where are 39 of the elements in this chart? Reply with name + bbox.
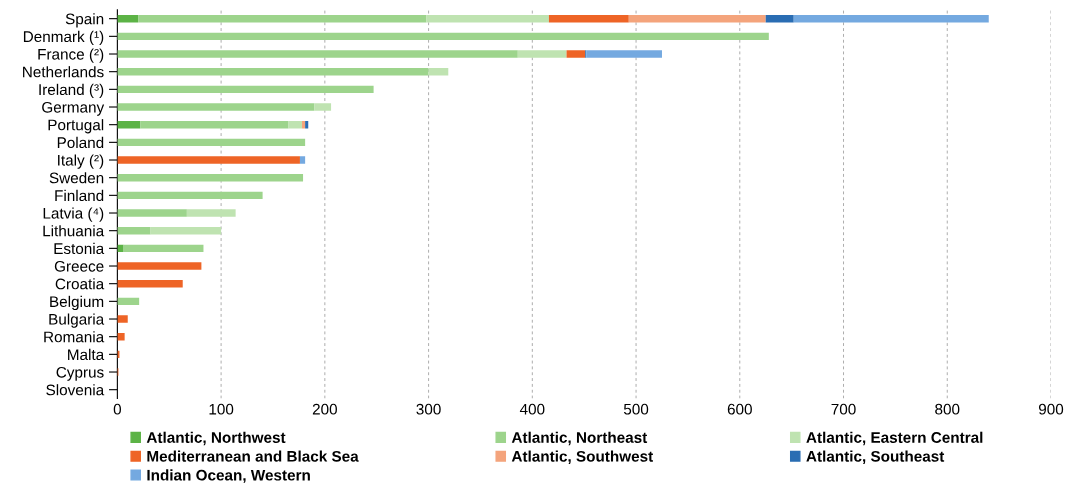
x-tick-label: 900 — [1038, 403, 1064, 415]
x-tick-label: 300 — [416, 403, 441, 415]
y-tick-label: Denmark (¹) — [23, 30, 104, 46]
y-tick-label: France (²) — [38, 48, 104, 63]
x-tick-label: 800 — [935, 403, 960, 415]
legend-label: Atlantic, Northeast — [511, 431, 648, 446]
y-tick-label: Portugal — [48, 119, 104, 134]
legend-label: Atlantic, Eastern Central — [806, 431, 983, 446]
x-tick-label: 200 — [312, 403, 337, 415]
y-tick-label: Greece — [54, 260, 104, 272]
legend-label: Atlantic, Southwest — [511, 450, 653, 464]
y-tick-label: Finland — [55, 189, 104, 202]
y-tick-label: Lithuania — [43, 225, 105, 237]
y-tick-label: Netherlands — [23, 66, 104, 78]
x-tick-label: 0 — [113, 403, 122, 415]
legend-label: Indian Ocean, Western — [147, 469, 310, 483]
x-tick-label: 600 — [727, 403, 752, 415]
y-tick-label: Sweden — [49, 172, 104, 184]
y-tick-label: Poland — [57, 136, 104, 149]
y-tick-label: Belgium — [50, 295, 104, 311]
y-tick-label: Malta — [68, 348, 105, 361]
y-tick-label: Romania — [44, 331, 105, 343]
y-tick-label: Bulgaria — [49, 313, 105, 328]
x-tick-label: 500 — [623, 403, 649, 415]
y-tick-label: Estonia — [54, 242, 105, 255]
x-tick-label: 400 — [519, 403, 545, 415]
legend-label: Atlantic, Northwest — [146, 431, 286, 446]
y-tick-label: Germany — [42, 101, 105, 116]
y-tick-label: Latvia (⁴) — [43, 207, 104, 222]
y-tick-label: Spain — [65, 13, 104, 28]
legend-label: Mediterranean and Black Sea — [147, 450, 359, 462]
x-tick-label: 100 — [209, 403, 234, 415]
y-tick-label: Slovenia — [46, 384, 105, 396]
y-tick-label: Croatia — [55, 278, 105, 290]
x-tick-label: 700 — [831, 403, 856, 415]
y-tick-label: Cyprus — [56, 366, 104, 381]
y-tick-label: Italy (²) — [58, 154, 104, 169]
legend-label: Atlantic, Southeast — [806, 450, 945, 464]
y-tick-label: Ireland (³) — [39, 83, 104, 99]
